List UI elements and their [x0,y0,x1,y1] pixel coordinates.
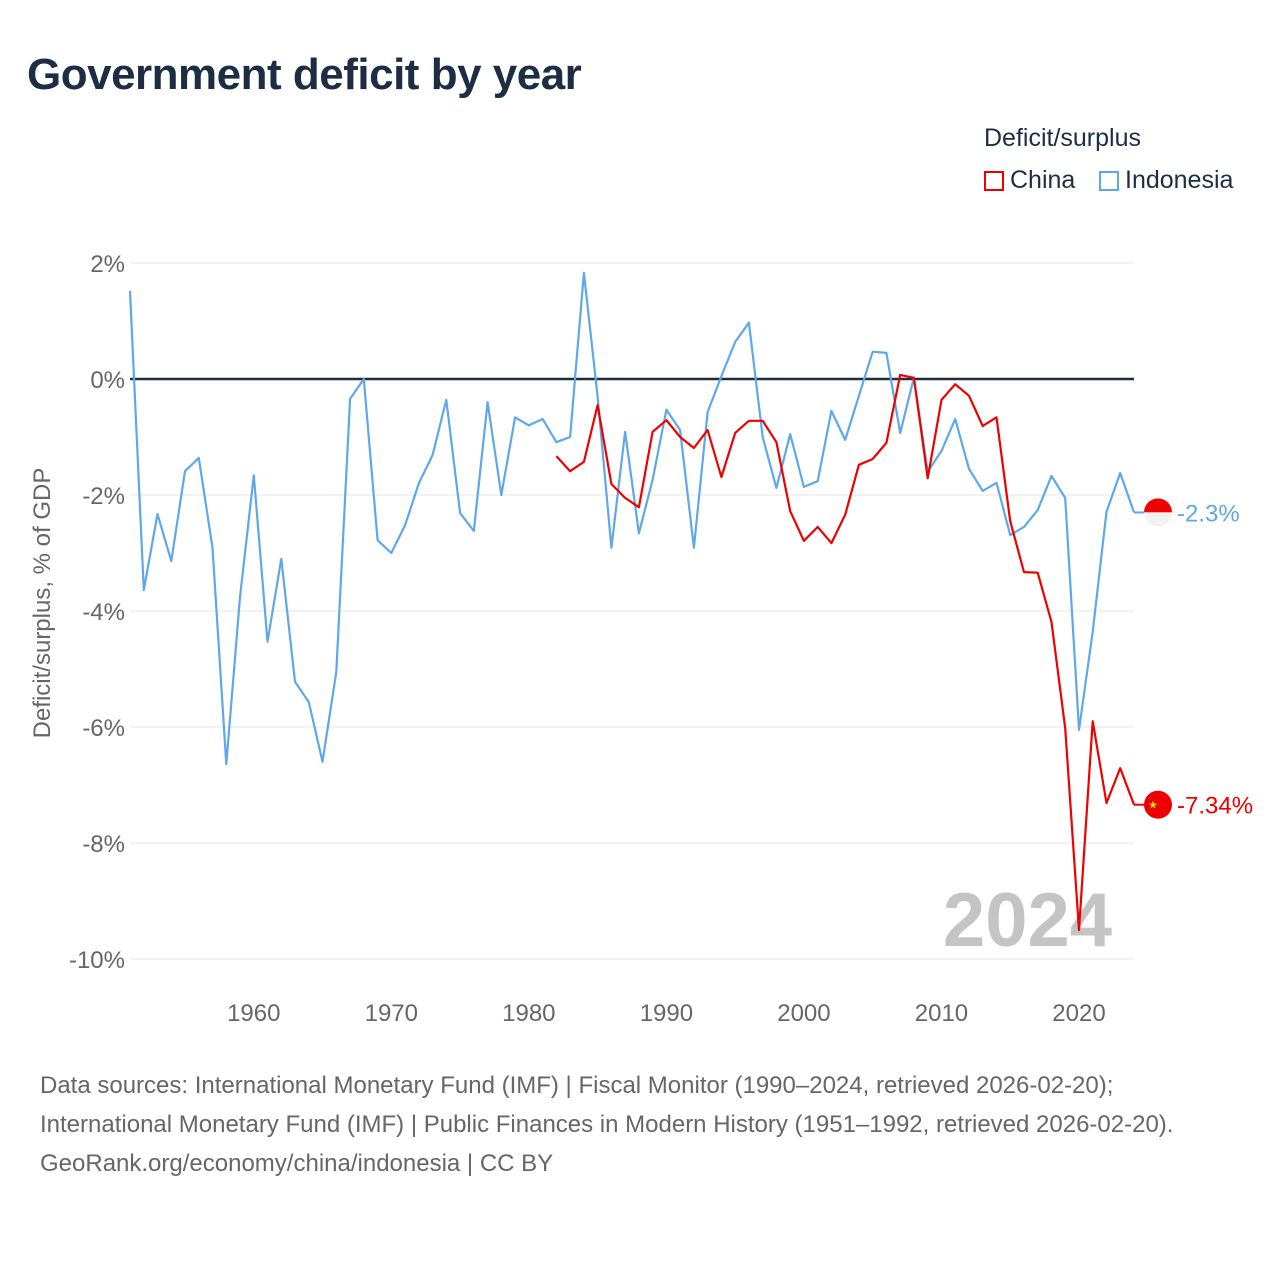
series-line-indonesia [128,271,1136,766]
end-value-label: -7.34% [1177,793,1253,820]
flag-white-band [1144,512,1172,527]
x-tick-label: 1970 [365,1000,418,1027]
x-tick-label: 1960 [227,1000,280,1027]
flag-circle [1144,790,1172,819]
line-chart: 2% 0% -2% -4% -6% -8% -10% 1960 1970 1980 1990 2000… [29,251,1253,1027]
y-tick-label: 0% [90,367,125,394]
y-axis-label: Deficit/surplus, % of GDP [29,468,56,739]
chart-title: Government deficit by year [27,50,582,99]
y-tick-label: -8% [82,831,125,858]
indonesia-flag-icon [1144,498,1172,527]
x-tick-label: 2010 [915,1000,968,1027]
legend-title: Deficit/surplus [984,124,1141,152]
credit-link[interactable]: GeoRank.org/economy/china/indonesia | CC… [40,1150,554,1177]
year-watermark: 2024 [943,878,1112,963]
legend-swatch-china [984,170,1004,191]
legend-label: China [1010,166,1076,194]
y-tick-label: 2% [90,251,125,278]
y-tick-label: -10% [69,947,125,974]
legend-item-china[interactable]: China [984,166,1075,195]
legend-swatch-indonesia [1099,170,1119,191]
footer: Data sources: International Monetary Fun… [40,1066,1240,1183]
x-tick-label: 2020 [1052,1000,1105,1027]
flag-star: ★ [1148,800,1158,812]
series-line-china [555,373,1136,932]
legend-item-indonesia[interactable]: Indonesia [1099,166,1233,195]
y-tick-label: -6% [82,715,125,742]
x-tick-label: 1980 [502,1000,555,1027]
data-sources: Data sources: International Monetary Fun… [40,1072,1174,1138]
flag-red-band [1144,498,1172,513]
y-tick-label: -2% [82,483,125,510]
y-tick-label: -4% [82,599,125,626]
x-tick-label: 2000 [777,1000,830,1027]
legend-label: Indonesia [1125,166,1234,194]
x-tick-label: 1990 [640,1000,693,1027]
china-flag-icon: ★ [1144,790,1172,819]
end-value-label: -2.3% [1177,500,1240,527]
